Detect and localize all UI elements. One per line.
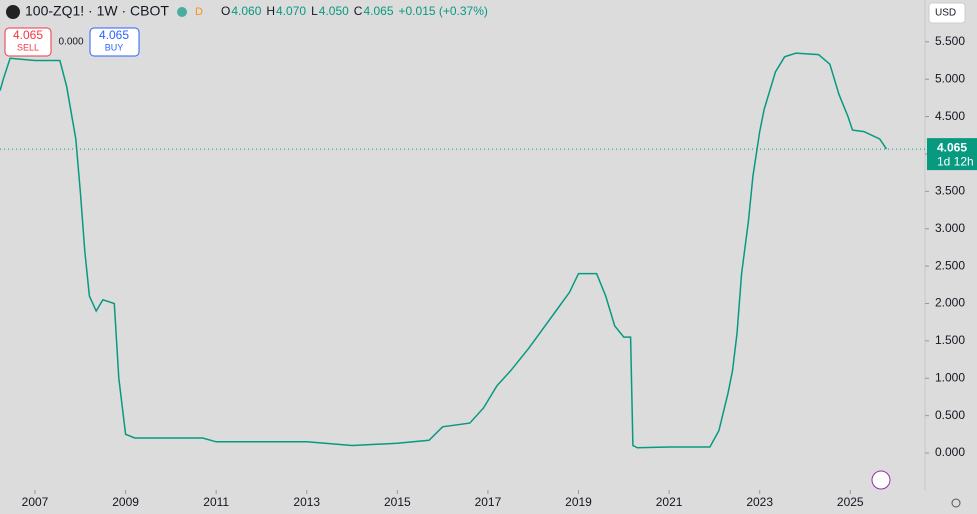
- price-line: [0, 52, 888, 449]
- last-price-box: [927, 138, 977, 171]
- ohlc-o: 4.060: [231, 4, 261, 18]
- x-tick-label: 2011: [203, 495, 229, 509]
- y-tick-label: 2.000: [935, 296, 965, 310]
- ohlc-h-label: H: [266, 4, 275, 18]
- y-tick-label: 5.000: [935, 71, 965, 85]
- y-tick-label: 1.500: [935, 333, 965, 347]
- ohlc-c: 4.065: [363, 4, 393, 18]
- x-tick-label: 2007: [22, 495, 49, 509]
- ohlc-l-label: L: [311, 4, 318, 18]
- source-badge: D: [195, 6, 203, 18]
- y-tick-label: 0.500: [935, 408, 965, 422]
- buy-price: 4.065: [99, 28, 129, 42]
- ohlc-l: 4.050: [319, 4, 349, 18]
- currency: USD: [935, 8, 956, 19]
- ohlc-c-label: C: [354, 4, 363, 18]
- sell-label: SELL: [17, 42, 39, 52]
- settings-icon[interactable]: [951, 498, 961, 508]
- spark-icon[interactable]: [871, 470, 891, 490]
- symbol: 100-ZQ1! · 1W · CBOT: [25, 3, 169, 19]
- status-dot: [177, 7, 187, 17]
- y-tick-label: 3.500: [935, 184, 965, 198]
- y-tick-label: 4.500: [935, 109, 965, 123]
- buy-button[interactable]: [89, 27, 140, 57]
- y-tick-label: 5.500: [935, 34, 965, 48]
- y-tick-label: 3.000: [935, 221, 965, 235]
- ohlc-h: 4.070: [276, 4, 306, 18]
- x-tick-label: 2025: [837, 495, 864, 509]
- symbol-icon: [6, 5, 20, 19]
- sell-button[interactable]: [4, 27, 52, 57]
- x-tick-label: 2015: [384, 495, 411, 509]
- currency-button[interactable]: [928, 2, 966, 24]
- y-tick-label: 2.500: [935, 258, 965, 272]
- sell-price: 4.065: [13, 28, 43, 42]
- ohlc-change: +0.015 (+0.37%): [399, 4, 488, 18]
- y-tick-label: 0.000: [935, 445, 965, 459]
- x-tick-label: 2023: [746, 495, 773, 509]
- x-tick-label: 2013: [293, 495, 320, 509]
- spread: 0.000: [58, 37, 83, 48]
- ohlc-o-label: O: [221, 4, 230, 18]
- x-tick-label: 2019: [565, 495, 592, 509]
- countdown: 1d 12h: [937, 154, 974, 168]
- last-price-label: 4.065: [937, 140, 967, 154]
- x-tick-label: 2009: [112, 495, 139, 509]
- y-tick-label: 1.000: [935, 370, 965, 384]
- x-tick-label: 2017: [475, 495, 502, 509]
- x-tick-label: 2021: [656, 495, 683, 509]
- buy-label: BUY: [105, 42, 124, 52]
